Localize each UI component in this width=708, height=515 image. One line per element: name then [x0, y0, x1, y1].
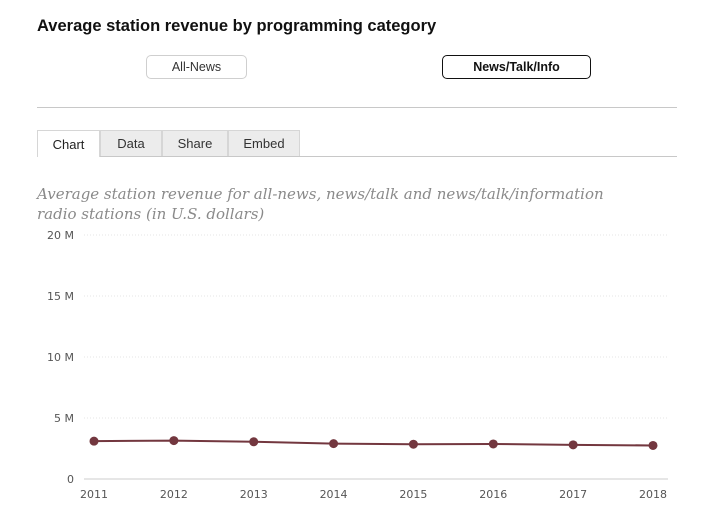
x-tick-label: 2017 [559, 488, 587, 501]
x-tick-label: 2013 [240, 488, 268, 501]
section-divider [37, 107, 677, 108]
data-point [648, 440, 658, 450]
news-talk-info-button[interactable]: News/Talk/Info [442, 55, 591, 79]
series-line [93, 439, 654, 447]
data-point [89, 436, 99, 446]
tab-embed[interactable]: Embed [228, 130, 300, 156]
data-point [568, 440, 578, 450]
y-tick-label: 15 M [47, 290, 74, 303]
x-tick-label: 2018 [639, 488, 667, 501]
data-point [169, 436, 179, 446]
y-tick-label: 0 [67, 473, 74, 486]
x-tick-label: 2016 [479, 488, 507, 501]
y-tick-label: 5 M [54, 412, 74, 425]
data-point [329, 439, 339, 449]
all-news-button[interactable]: All-News [146, 55, 247, 79]
tab-share[interactable]: Share [162, 130, 228, 156]
y-tick-label: 20 M [47, 229, 74, 242]
chart-subtitle: Average station revenue for all-news, ne… [37, 185, 604, 223]
x-tick-label: 2012 [160, 488, 188, 501]
tab-data[interactable]: Data [100, 130, 162, 156]
data-point [249, 437, 259, 447]
x-tick-label: 2011 [80, 488, 108, 501]
data-point [488, 439, 498, 449]
data-point [408, 439, 418, 449]
y-tick-label: 10 M [47, 351, 74, 364]
tab-bar: Chart Data Share Embed [37, 130, 677, 157]
page-title: Average station revenue by programming c… [37, 17, 437, 35]
tab-chart[interactable]: Chart [37, 130, 100, 157]
x-tick-label: 2015 [399, 488, 427, 501]
x-tick-label: 2014 [320, 488, 348, 501]
